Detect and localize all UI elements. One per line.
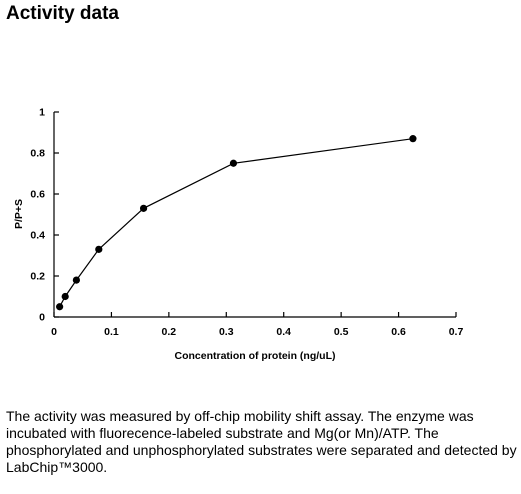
- x-axis-label: Concentration of protein (ng/uL): [175, 350, 336, 362]
- data-point: [72, 276, 80, 284]
- x-tick-label: 0.3: [219, 326, 234, 338]
- y-tick-label: 0.4: [30, 230, 45, 242]
- data-point: [95, 245, 103, 253]
- x-tick-label: 0.6: [391, 326, 406, 338]
- y-tick-label: 0.6: [30, 189, 45, 201]
- data-point: [61, 292, 69, 301]
- x-tick-label: 0: [51, 326, 57, 338]
- x-tick-label: 0.1: [104, 326, 119, 338]
- page-title: Activity data: [6, 3, 119, 24]
- y-tick-label: 0.2: [30, 271, 45, 283]
- y-ticks: [54, 111, 59, 318]
- y-axis: 0 0.2 0.4 0.6 0.8 1 P/P+S: [13, 107, 59, 324]
- assay-description: The activity was measured by off-chip mo…: [6, 408, 517, 475]
- x-tick-label: 0.5: [334, 326, 349, 338]
- data-point: [139, 204, 148, 212]
- y-tick-label: 1: [39, 107, 45, 119]
- y-tick-label: 0.8: [30, 148, 45, 160]
- data-point: [229, 159, 238, 167]
- y-tick-label: 0: [39, 312, 45, 324]
- activity-chart: 0 0.2 0.4 0.6 0.8 1 P/P+S 0 0.1 0.2 0.3 0.4 0.5 0.6…: [13, 107, 463, 363]
- x-tick-label: 0.2: [162, 326, 177, 338]
- x-tick-label: 0.7: [449, 326, 464, 338]
- x-tick-label: 0.4: [276, 326, 291, 338]
- x-ticks: [53, 312, 457, 317]
- data-point: [56, 303, 64, 311]
- y-tick-labels: 0 0.2 0.4 0.6 0.8 1: [30, 107, 45, 324]
- y-axis-label: P/P+S: [13, 199, 25, 229]
- x-tick-labels: 0 0.1 0.2 0.3 0.4 0.5 0.6 0.7: [51, 326, 463, 338]
- x-axis: 0 0.1 0.2 0.3 0.4 0.5 0.6 0.7 Concentration of …: [51, 312, 463, 362]
- data-point: [409, 135, 417, 143]
- data-points: [56, 135, 417, 311]
